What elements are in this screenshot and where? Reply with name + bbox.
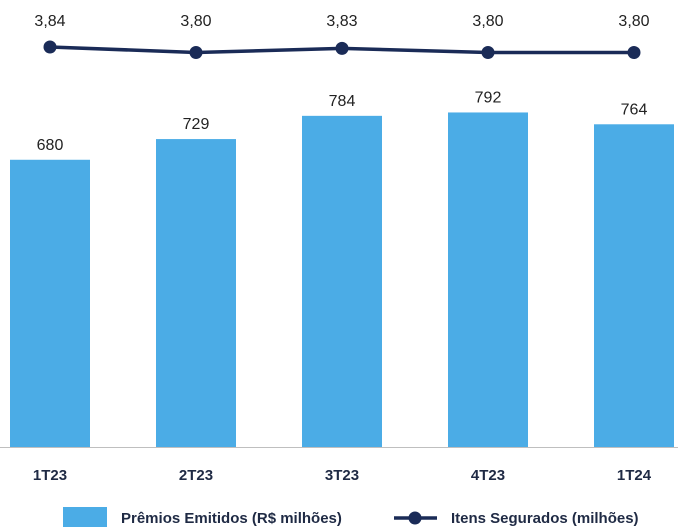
- line-series-group: [43, 40, 641, 59]
- x-tick-label-4T23: 4T23: [471, 467, 505, 484]
- legend-bar-swatch: [63, 507, 107, 527]
- bar-value-label-1T24: 764: [621, 101, 648, 118]
- bar-value-label-1T23: 680: [37, 137, 64, 154]
- bar-1T23: [10, 159, 90, 447]
- line-value-label-3T23: 3,83: [326, 13, 357, 30]
- legend-line-label: Itens Segurados (milhões): [451, 510, 639, 527]
- line-point-1T24: [627, 46, 641, 59]
- line-value-label-2T23: 3,80: [180, 13, 211, 30]
- x-tick-label-3T23: 3T23: [325, 467, 359, 484]
- bar-value-label-3T23: 784: [329, 93, 356, 110]
- line-point-3T23: [335, 41, 349, 55]
- bar-3T23: [302, 115, 382, 447]
- x-tick-label-1T23: 1T23: [33, 467, 67, 484]
- line-value-label-4T23: 3,80: [472, 13, 503, 30]
- legend-line-marker: [408, 511, 422, 525]
- line-labels-group: 3,84 3,80 3,83 3,80 3,80: [34, 13, 649, 30]
- bar-1T24: [594, 124, 674, 447]
- x-tick-label-2T23: 2T23: [179, 467, 213, 484]
- line-point-1T23: [43, 40, 57, 54]
- x-tick-labels-group: 1T23 2T23 3T23 4T23 1T24: [33, 467, 652, 484]
- legend: Prêmios Emitidos (R$ milhões) Itens Segu…: [63, 507, 639, 527]
- bar-value-label-4T23: 792: [475, 89, 502, 106]
- x-tick-label-1T24: 1T24: [617, 467, 652, 484]
- line-value-label-1T23: 3,84: [34, 13, 65, 30]
- bar-labels-group: 680 729 784 792 764: [37, 89, 648, 153]
- line-point-2T23: [189, 46, 203, 59]
- line-point-4T23: [481, 46, 495, 59]
- bar-2T23: [156, 139, 236, 447]
- bar-value-label-2T23: 729: [183, 116, 210, 133]
- bar-4T23: [448, 112, 528, 447]
- legend-bar-label: Prêmios Emitidos (R$ milhões): [121, 510, 342, 527]
- bars-group: [10, 112, 674, 447]
- line-value-label-1T24: 3,80: [618, 13, 649, 30]
